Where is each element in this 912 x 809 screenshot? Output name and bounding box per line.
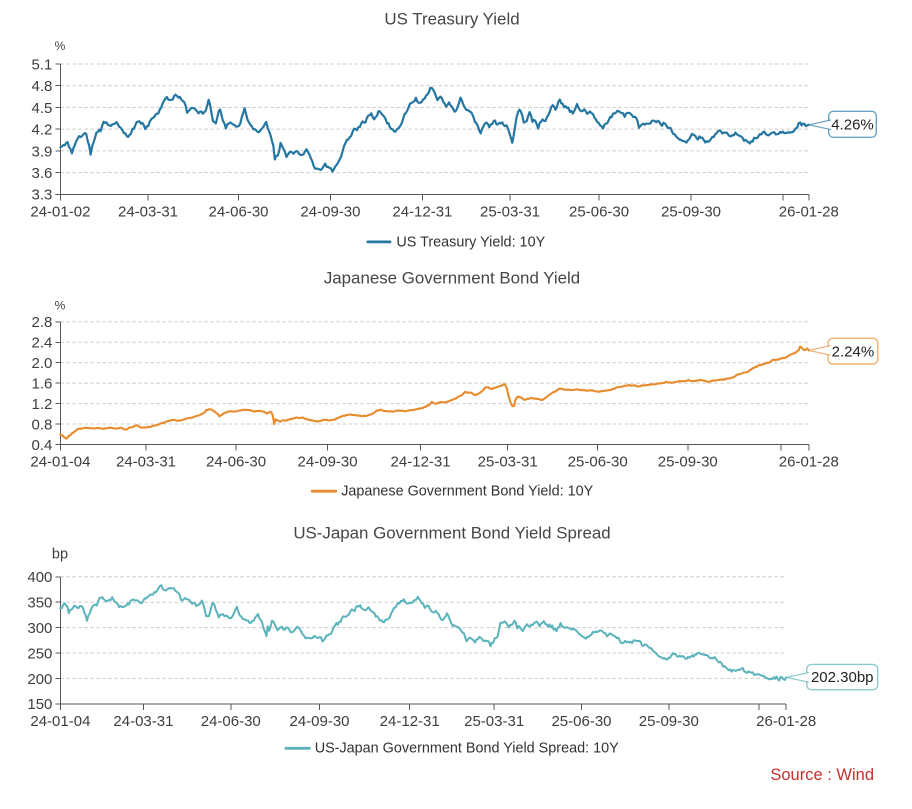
svg-text:250: 250 — [27, 645, 52, 662]
svg-text:US Treasury Yield: 10Y: US Treasury Yield: 10Y — [396, 234, 545, 250]
svg-text:3.3: 3.3 — [32, 187, 53, 204]
svg-text:4.2: 4.2 — [32, 122, 53, 139]
svg-text:Japanese Government Bond Yield: Japanese Government Bond Yield — [324, 268, 580, 287]
svg-text:24-03-31: 24-03-31 — [118, 203, 178, 220]
svg-text:24-12-31: 24-12-31 — [380, 713, 440, 730]
svg-text:24-09-30: 24-09-30 — [300, 203, 360, 220]
svg-text:24-01-04: 24-01-04 — [30, 454, 90, 471]
svg-text:US-Japan Government Bond Yield: US-Japan Government Bond Yield Spread: 1… — [315, 741, 619, 757]
svg-text:400: 400 — [27, 569, 52, 586]
svg-text:0.8: 0.8 — [32, 416, 53, 433]
svg-text:5.1: 5.1 — [32, 56, 53, 73]
svg-text:200: 200 — [27, 671, 52, 688]
svg-text:2.24%: 2.24% — [832, 343, 875, 360]
svg-text:24-09-30: 24-09-30 — [289, 713, 349, 730]
svg-text:24-01-04: 24-01-04 — [30, 713, 90, 730]
svg-text:25-06-30: 25-06-30 — [551, 713, 611, 730]
svg-text:Japanese Government Bond Yield: Japanese Government Bond Yield: 10Y — [341, 484, 593, 500]
svg-text:26-01-28: 26-01-28 — [779, 203, 839, 220]
svg-text:2.0: 2.0 — [32, 355, 53, 372]
svg-text:3.6: 3.6 — [32, 165, 53, 182]
svg-text:150: 150 — [27, 696, 52, 713]
svg-text:25-09-30: 25-09-30 — [661, 203, 721, 220]
svg-text:0.4: 0.4 — [32, 437, 53, 454]
svg-text:US-Japan Government Bond Yield: US-Japan Government Bond Yield Spread — [293, 523, 610, 542]
svg-text:24-09-30: 24-09-30 — [298, 454, 358, 471]
svg-text:24-06-30: 24-06-30 — [208, 203, 268, 220]
svg-text:%: % — [55, 39, 66, 53]
svg-text:26-01-28: 26-01-28 — [756, 713, 816, 730]
svg-text:4.5: 4.5 — [32, 100, 53, 117]
svg-text:25-09-30: 25-09-30 — [639, 713, 699, 730]
svg-text:1.2: 1.2 — [32, 396, 53, 413]
svg-text:24-12-31: 24-12-31 — [391, 454, 451, 471]
svg-text:25-06-30: 25-06-30 — [569, 203, 629, 220]
svg-text:24-01-02: 24-01-02 — [30, 203, 90, 220]
svg-text:350: 350 — [27, 595, 52, 612]
svg-text:24-12-31: 24-12-31 — [392, 203, 452, 220]
svg-text:%: % — [55, 299, 66, 313]
svg-text:4.26%: 4.26% — [831, 117, 874, 134]
svg-text:4.8: 4.8 — [32, 78, 53, 95]
svg-text:1.6: 1.6 — [32, 376, 53, 393]
svg-text:25-09-30: 25-09-30 — [658, 454, 718, 471]
svg-text:26-01-28: 26-01-28 — [779, 454, 839, 471]
svg-text:24-06-30: 24-06-30 — [201, 713, 261, 730]
svg-text:2.4: 2.4 — [32, 335, 53, 352]
svg-text:202.30bp: 202.30bp — [811, 669, 874, 686]
svg-text:300: 300 — [27, 620, 52, 637]
svg-text:25-03-31: 25-03-31 — [478, 454, 538, 471]
svg-text:2.8: 2.8 — [32, 314, 53, 331]
svg-text:bp: bp — [52, 547, 68, 563]
svg-text:25-03-31: 25-03-31 — [464, 713, 524, 730]
svg-text:24-06-30: 24-06-30 — [206, 454, 266, 471]
svg-text:Source : Wind: Source : Wind — [770, 766, 874, 784]
svg-text:24-03-31: 24-03-31 — [113, 713, 173, 730]
svg-text:24-03-31: 24-03-31 — [116, 454, 176, 471]
svg-text:3.9: 3.9 — [32, 143, 53, 160]
svg-text:25-03-31: 25-03-31 — [480, 203, 540, 220]
svg-text:25-06-30: 25-06-30 — [568, 454, 628, 471]
svg-text:US Treasury Yield: US Treasury Yield — [384, 9, 519, 28]
